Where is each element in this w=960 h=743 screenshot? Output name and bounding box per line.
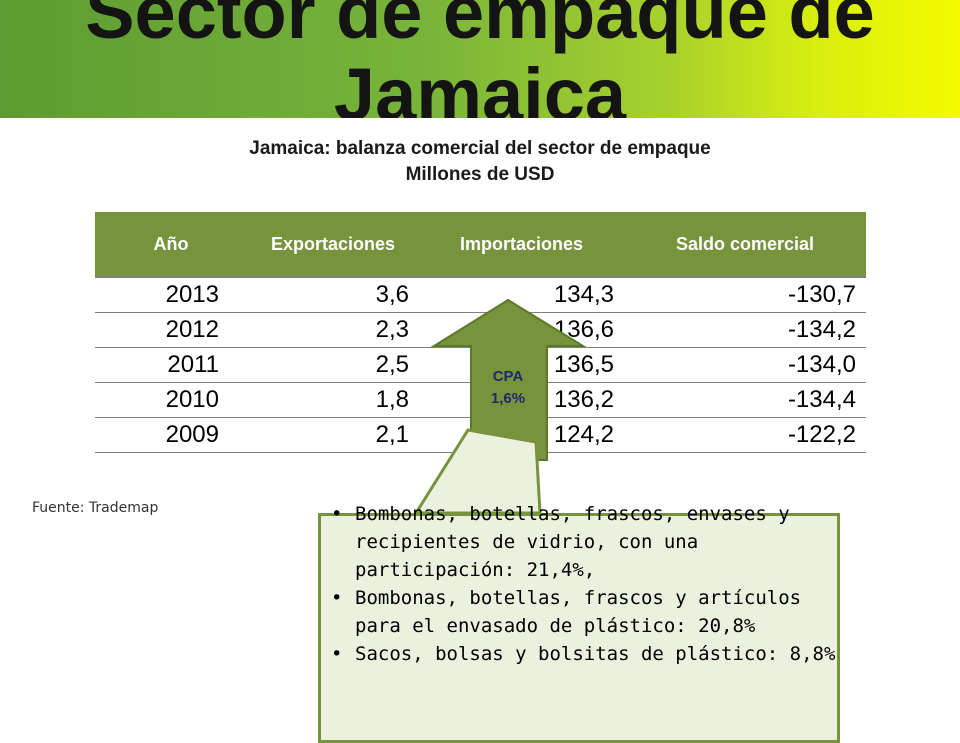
cell-balance: -134,0 — [624, 347, 866, 383]
cell-exports: 2,5 — [247, 347, 419, 383]
cpa-label-line1: CPA — [492, 368, 524, 385]
slide-title: Sector de empaque de Jamaica — [85, 0, 875, 118]
cpa-label-line2: 1,6% — [490, 390, 526, 407]
list-item-text: Sacos, bolsas y bolsitas de plástico: 8,… — [355, 643, 836, 665]
cell-exports: 3,6 — [247, 276, 419, 313]
header-imports: Importaciones — [419, 212, 624, 277]
cell-exports: 2,1 — [247, 417, 419, 453]
cell-balance: -134,2 — [624, 312, 866, 348]
table-caption-line2: Millones de USD — [405, 164, 555, 185]
cpa-label: CPA 1,6% — [470, 366, 546, 410]
source-note: Fuente: Trademap — [32, 500, 159, 516]
title-banner: Sector de empaque de Jamaica — [0, 0, 960, 118]
bullet-icon: • — [331, 587, 343, 609]
cell-year: 2009 — [95, 417, 247, 453]
cell-year: 2012 — [95, 312, 247, 348]
header-balance: Saldo comercial — [624, 212, 866, 277]
table-row: 2011 2,5 136,5 -134,0 — [95, 347, 866, 383]
cell-balance: -130,7 — [624, 276, 866, 313]
cell-year: 2013 — [95, 276, 247, 313]
cell-year: 2010 — [95, 382, 247, 418]
list-item: • Bombonas, botellas, frascos, envases y… — [331, 500, 837, 584]
bullet-icon: • — [331, 643, 343, 665]
list-item: • Bombonas, botellas, frascos y artículo… — [331, 584, 837, 640]
cell-balance: -122,2 — [624, 417, 866, 453]
cell-year: 2011 — [95, 347, 247, 383]
list-item: • Sacos, bolsas y bolsitas de plástico: … — [331, 640, 837, 668]
cell-exports: 1,8 — [247, 382, 419, 418]
cell-exports: 2,3 — [247, 312, 419, 348]
table-caption: Jamaica: balanza comercial del sector de… — [100, 136, 860, 188]
cell-balance: -134,4 — [624, 382, 866, 418]
table-header-row: Año Exportaciones Importaciones Saldo co… — [95, 212, 866, 277]
table-caption-line1: Jamaica: balanza comercial del sector de… — [249, 138, 711, 159]
list-item-text: Bombonas, botellas, frascos y artículos … — [355, 587, 802, 637]
product-share-list: • Bombonas, botellas, frascos, envases y… — [321, 500, 837, 668]
header-year: Año — [95, 212, 247, 277]
list-item-text: Bombonas, botellas, frascos, envases y r… — [355, 503, 790, 581]
header-exports: Exportaciones — [247, 212, 419, 277]
product-share-callout: • Bombonas, botellas, frascos, envases y… — [318, 503, 840, 743]
bullet-icon: • — [331, 503, 343, 525]
